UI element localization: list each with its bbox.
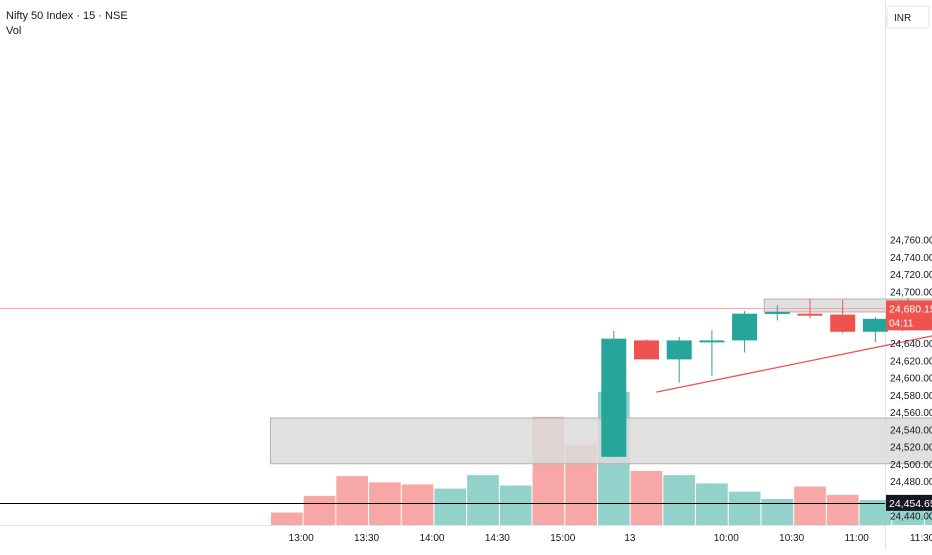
volume-bar — [630, 470, 663, 525]
price-zone-rectangle[interactable] — [269, 417, 932, 465]
candle-body[interactable] — [634, 340, 659, 360]
price-label-box — [886, 300, 932, 331]
volume-bar — [728, 491, 761, 525]
time-tick-label: 14:00 — [419, 533, 444, 544]
time-tick-label: 13:00 — [289, 533, 314, 544]
price-label-value: 24,454.65 — [889, 498, 932, 510]
price-tick-label: 24,560.00 — [890, 408, 932, 419]
time-tick-label: 13:30 — [354, 533, 379, 544]
currency-label: INR — [894, 13, 911, 24]
volume-bar — [663, 475, 696, 525]
candle-body[interactable] — [601, 338, 627, 457]
price-tick-label: 24,760.00 — [890, 236, 932, 247]
volume-bar — [794, 486, 826, 525]
time-tick-label: 13 — [624, 533, 636, 544]
time-tick-label: 15:00 — [550, 533, 575, 544]
time-tick-label: 14:30 — [485, 533, 510, 544]
volume-bar — [696, 483, 728, 525]
volume-bar — [859, 500, 892, 525]
volume-bar — [336, 476, 369, 525]
candle-body[interactable] — [732, 313, 758, 341]
price-tick-label: 24,580.00 — [890, 391, 932, 402]
price-label-value: 24,680.15 — [889, 303, 932, 315]
time-tick-label: 10:30 — [779, 533, 804, 544]
volume-bar — [924, 496, 932, 525]
price-tick-label: 24,520.00 — [890, 443, 932, 454]
price-tick-label: 24,700.00 — [890, 287, 932, 298]
countdown-label: 04:11 — [889, 318, 914, 329]
price-tick-label: 24,740.00 — [890, 253, 932, 264]
price-tick-label: 24,440.00 — [890, 512, 932, 523]
price-tick-label: 24,500.00 — [890, 460, 932, 471]
candle-body[interactable] — [699, 340, 725, 343]
price-tick-label: 24,640.00 — [890, 339, 932, 350]
candle-body[interactable] — [764, 311, 790, 314]
trendline[interactable] — [656, 290, 932, 393]
candle-body[interactable] — [666, 340, 692, 360]
candle-body[interactable] — [797, 313, 823, 316]
price-tick-label: 24,620.00 — [890, 356, 932, 367]
price-tick-label: 24,600.00 — [890, 374, 932, 385]
volume-bar — [303, 495, 336, 525]
volume-bar — [434, 488, 467, 525]
price-tick-label: 24,540.00 — [890, 425, 932, 436]
volume-bar — [401, 484, 434, 525]
price-tick-label: 24,480.00 — [890, 477, 932, 488]
currency-box[interactable] — [886, 5, 930, 29]
candle-body[interactable] — [830, 314, 856, 332]
time-tick-label: 11:30 — [910, 533, 932, 544]
price-tick-label: 24,720.00 — [890, 270, 932, 281]
time-tick-label: 11:00 — [845, 533, 870, 544]
volume-bar — [761, 499, 794, 525]
volume-bar — [826, 494, 859, 525]
time-tick-label: 10:00 — [714, 533, 739, 544]
volume-bar — [467, 475, 499, 525]
volume-bar — [270, 512, 303, 525]
volume-bar — [499, 485, 532, 525]
price-label-box — [886, 494, 932, 511]
candle-body[interactable] — [862, 318, 888, 332]
